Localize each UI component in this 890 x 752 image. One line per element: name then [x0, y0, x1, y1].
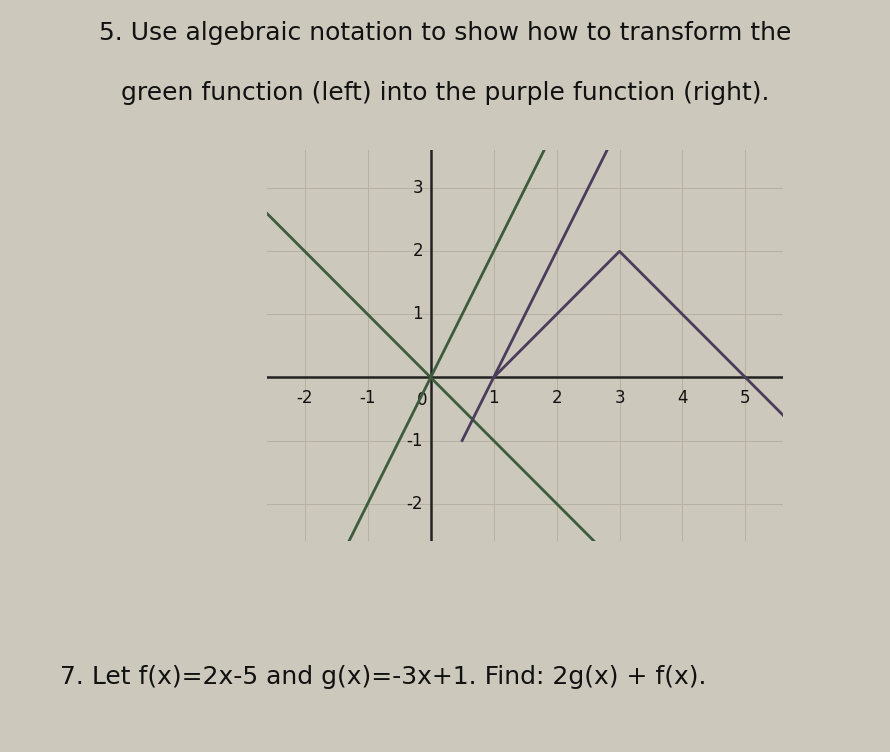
Text: 2: 2 [412, 242, 423, 260]
Text: 3: 3 [412, 179, 423, 197]
Text: green function (left) into the purple function (right).: green function (left) into the purple fu… [121, 81, 769, 105]
Text: 7. Let f(x)=2x-5 and g(x)=-3x+1. Find: 2g(x) + f(x).: 7. Let f(x)=2x-5 and g(x)=-3x+1. Find: 2… [61, 665, 707, 689]
Text: 4: 4 [677, 389, 688, 407]
Text: 3: 3 [614, 389, 625, 407]
Text: 5. Use algebraic notation to show how to transform the: 5. Use algebraic notation to show how to… [99, 21, 791, 45]
Text: -2: -2 [296, 389, 313, 407]
Text: 2: 2 [551, 389, 562, 407]
Text: 1: 1 [489, 389, 499, 407]
Text: -1: -1 [407, 432, 423, 450]
Text: -1: -1 [360, 389, 376, 407]
Text: 1: 1 [412, 305, 423, 323]
Text: 0: 0 [417, 391, 427, 409]
Text: 5: 5 [740, 389, 750, 407]
Text: -2: -2 [407, 495, 423, 513]
